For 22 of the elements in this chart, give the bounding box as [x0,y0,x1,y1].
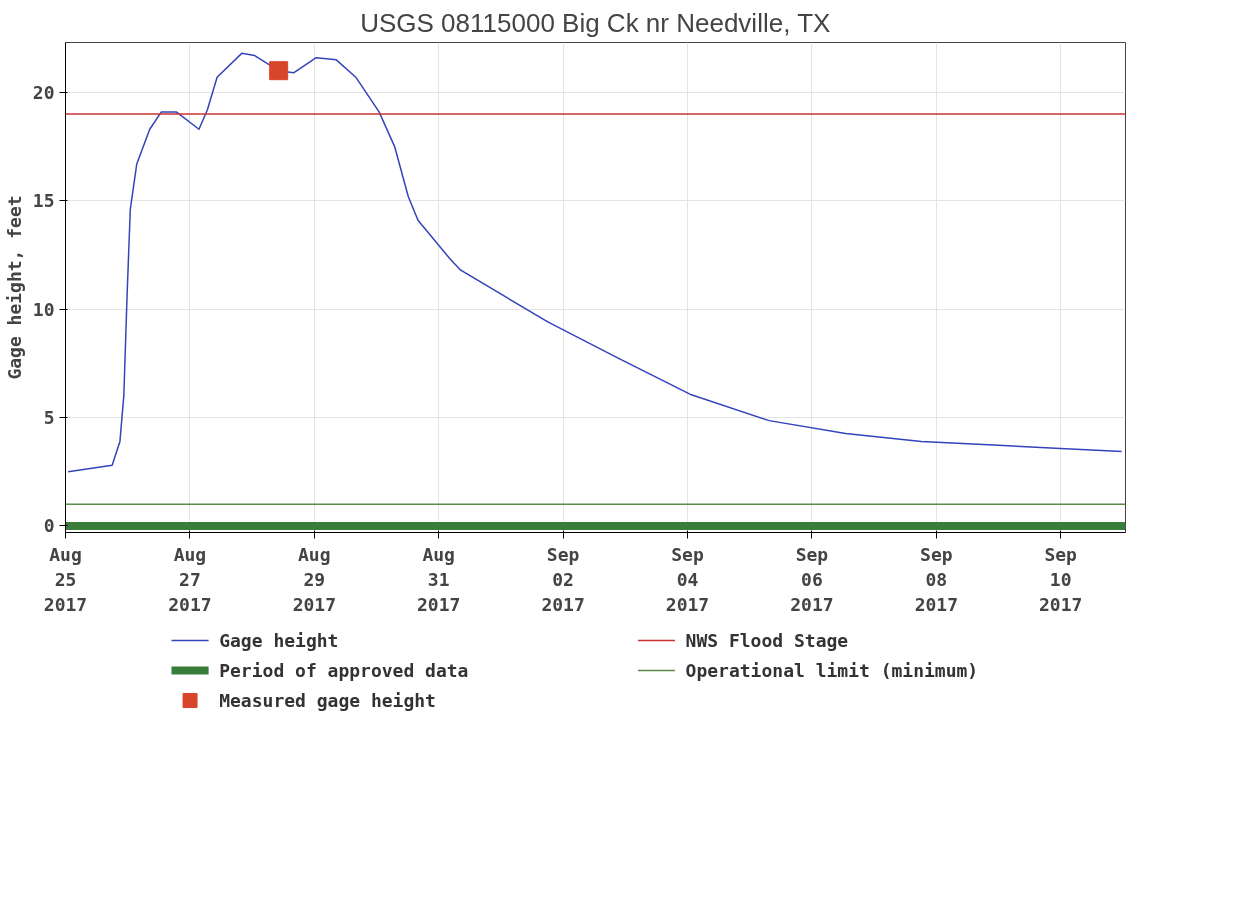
x-tick-label: Aug 27 2017 [168,543,212,615]
x-tick-label: Aug 29 2017 [292,543,336,615]
y-tick-label: 15 [32,190,55,212]
x-tick-label: Sep 08 2017 [914,543,958,615]
legend-label: Period of approved data [219,660,469,681]
x-tick-label: Sep 04 2017 [665,543,710,615]
x-tick-label: Aug 25 2017 [43,543,88,615]
y-axis-title: Gage height, feet [3,195,25,380]
chart-title: USGS 08115000 Big Ck nr Needville, TX [360,7,831,38]
legend-label: Gage height [219,630,339,651]
legend-label: NWS Flood Stage [685,630,849,651]
legend-label: Operational limit (minimum) [685,660,979,681]
y-tick-label: 20 [32,81,55,103]
x-tick-label: Sep 06 2017 [790,543,834,615]
line-series [67,52,1123,473]
x-tick-label: Sep 02 2017 [541,543,585,615]
legend-label: Measured gage height [219,690,436,711]
y-tick-label: 10 [32,298,55,320]
x-tick-label: Aug 31 2017 [417,543,461,615]
x-tick-label: Sep 10 2017 [1039,543,1083,615]
y-tick-label: 5 [43,407,55,429]
y-tick-label: 0 [43,515,55,537]
